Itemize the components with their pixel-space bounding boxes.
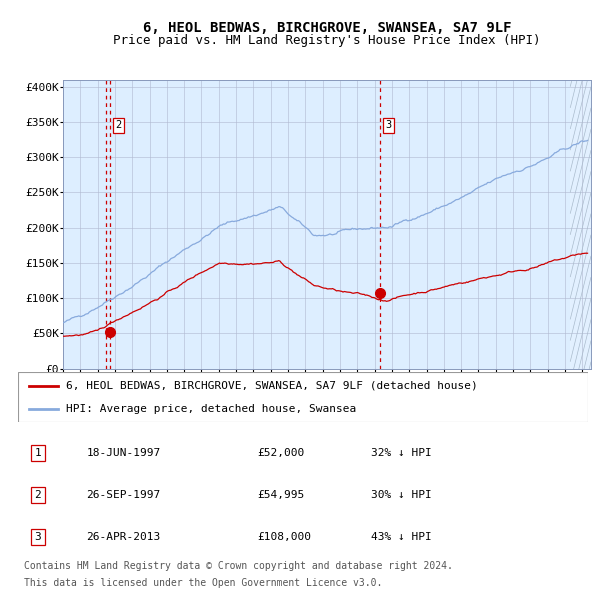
Text: 6, HEOL BEDWAS, BIRCHGROVE, SWANSEA, SA7 9LF (detached house): 6, HEOL BEDWAS, BIRCHGROVE, SWANSEA, SA7… bbox=[67, 381, 478, 391]
Text: 1: 1 bbox=[35, 448, 41, 458]
Text: 3: 3 bbox=[385, 120, 392, 130]
Text: 30% ↓ HPI: 30% ↓ HPI bbox=[371, 490, 432, 500]
Text: Price paid vs. HM Land Registry's House Price Index (HPI): Price paid vs. HM Land Registry's House … bbox=[113, 34, 541, 47]
Text: 18-JUN-1997: 18-JUN-1997 bbox=[86, 448, 161, 458]
Text: 2: 2 bbox=[35, 490, 41, 500]
Text: 26-APR-2013: 26-APR-2013 bbox=[86, 532, 161, 542]
Text: £52,000: £52,000 bbox=[257, 448, 305, 458]
Text: 26-SEP-1997: 26-SEP-1997 bbox=[86, 490, 161, 500]
Text: HPI: Average price, detached house, Swansea: HPI: Average price, detached house, Swan… bbox=[67, 404, 356, 414]
Text: This data is licensed under the Open Government Licence v3.0.: This data is licensed under the Open Gov… bbox=[24, 578, 382, 588]
Text: £108,000: £108,000 bbox=[257, 532, 311, 542]
Text: 32% ↓ HPI: 32% ↓ HPI bbox=[371, 448, 432, 458]
Text: 3: 3 bbox=[35, 532, 41, 542]
Text: 2: 2 bbox=[115, 120, 122, 130]
FancyBboxPatch shape bbox=[18, 372, 588, 422]
Text: 6, HEOL BEDWAS, BIRCHGROVE, SWANSEA, SA7 9LF: 6, HEOL BEDWAS, BIRCHGROVE, SWANSEA, SA7… bbox=[143, 21, 511, 35]
Text: Contains HM Land Registry data © Crown copyright and database right 2024.: Contains HM Land Registry data © Crown c… bbox=[24, 561, 452, 571]
Text: £54,995: £54,995 bbox=[257, 490, 305, 500]
Text: 43% ↓ HPI: 43% ↓ HPI bbox=[371, 532, 432, 542]
